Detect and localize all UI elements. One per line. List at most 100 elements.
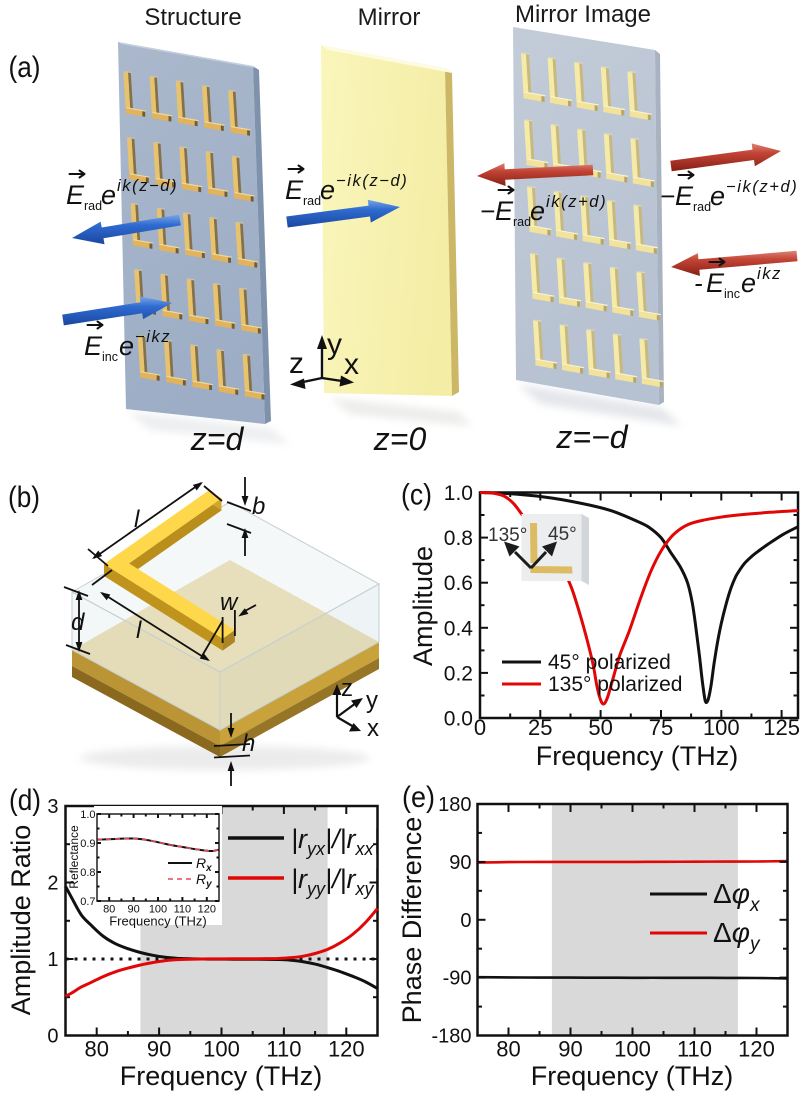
svg-text:90: 90 [127, 904, 139, 916]
svg-text:Structure: Structure [144, 4, 241, 31]
svg-text:h: h [242, 730, 255, 757]
svg-text:120: 120 [328, 1037, 365, 1062]
svg-text:y: y [327, 328, 342, 361]
svg-text:z=−d: z=−d [555, 419, 628, 455]
svg-text:|ryx|/|rxx|: |ryx|/|rxx| [291, 824, 381, 859]
svg-text:E: E [495, 196, 514, 226]
svg-text:45° polarized: 45° polarized [548, 651, 671, 674]
svg-text:d: d [71, 609, 85, 636]
svg-text:y: y [366, 687, 378, 714]
svg-text:Mirror: Mirror [358, 4, 421, 31]
svg-text:45°: 45° [548, 524, 577, 545]
svg-text:2: 2 [47, 873, 58, 895]
svg-text:Frequency (THz): Frequency (THz) [536, 741, 739, 771]
svg-text:e: e [320, 175, 335, 205]
svg-text:x: x [367, 715, 379, 742]
svg-text:Reflectance: Reflectance [67, 825, 81, 889]
svg-text:-: - [694, 268, 703, 298]
svg-text:0.8: 0.8 [444, 527, 473, 550]
svg-text:w: w [220, 589, 239, 616]
svg-text:−: − [660, 181, 675, 211]
svg-text:ikz: ikz [757, 265, 782, 283]
svg-text:90: 90 [147, 1037, 171, 1062]
svg-text:1.0: 1.0 [80, 809, 95, 821]
svg-text:l: l [136, 617, 142, 644]
svg-text:50: 50 [588, 715, 612, 740]
svg-text:125: 125 [763, 715, 800, 740]
svg-text:0.6: 0.6 [444, 572, 473, 595]
svg-text:rad: rad [84, 199, 102, 213]
svg-text:l: l [134, 506, 140, 533]
svg-text:|ryy|/|rxy|: |ryy|/|rxy| [291, 864, 381, 899]
svg-text:−ik(z−d): −ik(z−d) [336, 172, 408, 190]
svg-text:(d): (d) [9, 784, 41, 817]
svg-text:110: 110 [677, 1037, 712, 1062]
svg-text:0.2: 0.2 [444, 662, 473, 685]
svg-text:80: 80 [103, 904, 115, 916]
svg-text:z=d: z=d [190, 421, 245, 457]
svg-text:−: − [480, 196, 495, 226]
svg-text:100: 100 [614, 1037, 651, 1062]
svg-text:b: b [252, 493, 265, 520]
svg-text:(c): (c) [401, 479, 432, 512]
svg-text:0.4: 0.4 [444, 617, 474, 640]
svg-text:0: 0 [47, 1026, 58, 1048]
svg-text:100: 100 [203, 1037, 240, 1062]
svg-text:ik(z+d): ik(z+d) [546, 193, 607, 211]
svg-text:rad: rad [693, 200, 711, 214]
svg-text:Mirror Image: Mirror Image [515, 1, 651, 28]
svg-text:110: 110 [174, 904, 192, 916]
svg-text:Amplitude: Amplitude [408, 546, 438, 666]
svg-text:e: e [741, 268, 756, 298]
svg-text:E: E [675, 181, 694, 211]
svg-text:80: 80 [496, 1037, 520, 1062]
svg-text:inc: inc [724, 287, 740, 301]
svg-text:(a): (a) [9, 51, 41, 84]
svg-text:E: E [285, 175, 304, 205]
svg-text:z: z [341, 675, 353, 702]
svg-text:z: z [289, 347, 304, 380]
svg-text:Frequency (THz): Frequency (THz) [531, 1061, 734, 1091]
svg-text:0.9: 0.9 [80, 838, 95, 850]
svg-text:rad: rad [513, 215, 531, 229]
svg-text:135° polarized: 135° polarized [548, 673, 683, 696]
svg-text:Frequency (THz): Frequency (THz) [109, 914, 207, 929]
svg-text:Phase Difference: Phase Difference [397, 817, 427, 1024]
svg-text:-90: -90 [443, 968, 472, 990]
svg-text:(e): (e) [402, 781, 435, 814]
svg-text:3: 3 [47, 796, 58, 818]
svg-text:90: 90 [449, 852, 471, 874]
svg-text:e: e [119, 331, 134, 361]
svg-text:−ikz: −ikz [135, 328, 171, 346]
svg-text:E: E [66, 180, 85, 210]
svg-text:ik(z−d): ik(z−d) [117, 177, 178, 195]
svg-text:x: x [344, 348, 359, 381]
svg-text:75: 75 [649, 715, 673, 740]
svg-text:0: 0 [460, 910, 471, 932]
svg-text:(b): (b) [8, 481, 40, 514]
svg-text:180: 180 [438, 794, 471, 816]
svg-text:e: e [101, 180, 116, 210]
svg-text:100: 100 [703, 715, 740, 740]
svg-text:0.8: 0.8 [80, 867, 95, 879]
svg-text:135°: 135° [488, 525, 527, 546]
svg-text:1: 1 [47, 949, 58, 971]
svg-text:100: 100 [149, 904, 167, 916]
svg-text:-180: -180 [431, 1026, 471, 1048]
svg-text:110: 110 [266, 1037, 301, 1062]
svg-text:z=0: z=0 [373, 421, 427, 457]
svg-text:e: e [530, 196, 545, 226]
svg-text:90: 90 [558, 1037, 582, 1062]
svg-text:0.7: 0.7 [80, 896, 95, 908]
svg-text:25: 25 [528, 715, 552, 740]
svg-text:0: 0 [474, 715, 486, 740]
svg-text:Frequency (THz): Frequency (THz) [120, 1061, 323, 1091]
svg-text:0.0: 0.0 [444, 708, 473, 731]
svg-text:80: 80 [84, 1037, 108, 1062]
svg-text:inc: inc [102, 350, 118, 364]
svg-text:1.0: 1.0 [444, 482, 473, 505]
svg-text:120: 120 [738, 1037, 775, 1062]
svg-text:−ik(z+d): −ik(z+d) [726, 178, 798, 196]
svg-text:E: E [84, 331, 103, 361]
svg-text:e: e [710, 181, 725, 211]
